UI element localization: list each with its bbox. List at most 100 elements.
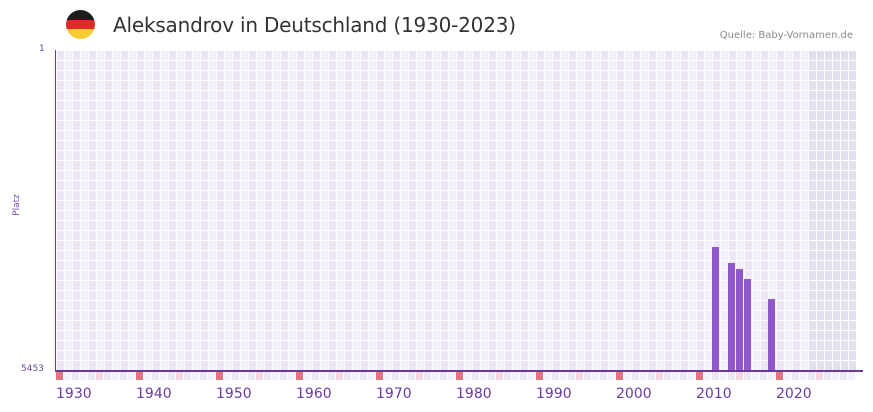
grid-cell: [625, 161, 632, 170]
grid-cell: [305, 361, 312, 370]
grid-cell: [225, 191, 232, 200]
grid-cell: [609, 51, 616, 60]
grid-cell: [185, 71, 192, 80]
bar-2014[interactable]: [728, 263, 735, 370]
grid-cell: [777, 201, 784, 210]
grid-cell: [257, 61, 264, 70]
grid-cell: [97, 181, 104, 190]
grid-cell: [401, 191, 408, 200]
grid-cell: [713, 71, 720, 80]
grid-cell: [89, 201, 96, 210]
grid-cell: [65, 261, 72, 270]
grid-cell: [353, 301, 360, 310]
grid-cell: [129, 211, 136, 220]
grid-cell: [217, 201, 224, 210]
grid-cell: [457, 161, 464, 170]
grid-cell: [849, 241, 856, 250]
year-marker: [568, 371, 575, 380]
grid-cell: [601, 61, 608, 70]
grid-cell: [465, 311, 472, 320]
grid-cell: [369, 271, 376, 280]
bar-2019[interactable]: [768, 298, 775, 370]
decade-marker: [616, 371, 623, 380]
grid-cell: [505, 321, 512, 330]
grid-cell: [329, 71, 336, 80]
grid-cell: [673, 131, 680, 140]
grid-cell: [753, 341, 760, 350]
grid-cell: [833, 111, 840, 120]
grid-cell: [177, 351, 184, 360]
grid-cell: [777, 311, 784, 320]
grid-cell: [833, 281, 840, 290]
bar-2016[interactable]: [744, 278, 751, 370]
grid-cell: [161, 151, 168, 160]
grid-cell: [113, 91, 120, 100]
grid-cell: [105, 311, 112, 320]
grid-cell: [753, 141, 760, 150]
grid-cell: [321, 321, 328, 330]
grid-cell: [585, 51, 592, 60]
grid-cell: [513, 191, 520, 200]
grid-cell: [241, 211, 248, 220]
bar-2015[interactable]: [736, 268, 743, 370]
grid-cell: [377, 291, 384, 300]
grid-cell: [185, 261, 192, 270]
grid-cell: [809, 321, 816, 330]
grid-cell: [705, 321, 712, 330]
grid-cell: [209, 281, 216, 290]
grid-cell: [241, 261, 248, 270]
grid-cell: [489, 331, 496, 340]
grid-cell: [489, 91, 496, 100]
grid-cell: [145, 51, 152, 60]
grid-cell: [145, 121, 152, 130]
bar-2012[interactable]: [712, 247, 719, 370]
grid-cell: [137, 211, 144, 220]
grid-cell: [809, 301, 816, 310]
grid-cell: [841, 161, 848, 170]
grid-cell: [833, 241, 840, 250]
grid-cell: [345, 81, 352, 90]
grid-cell: [289, 351, 296, 360]
grid-cell: [225, 361, 232, 370]
grid-cell: [841, 121, 848, 130]
grid-cell: [649, 131, 656, 140]
grid-cell: [705, 251, 712, 260]
grid-cell: [193, 201, 200, 210]
grid-cell: [697, 221, 704, 230]
grid-cell: [561, 161, 568, 170]
grid-cell: [465, 121, 472, 130]
grid-cell: [505, 131, 512, 140]
grid-cell: [649, 251, 656, 260]
grid-cell: [281, 191, 288, 200]
grid-cell: [777, 331, 784, 340]
grid-cell: [249, 321, 256, 330]
grid-cell: [729, 211, 736, 220]
grid-cell: [257, 281, 264, 290]
grid-cell: [609, 101, 616, 110]
grid-cell: [209, 301, 216, 310]
grid-cell: [649, 261, 656, 270]
grid-cell: [801, 161, 808, 170]
grid-cell: [817, 351, 824, 360]
grid-cell: [153, 211, 160, 220]
grid-cell: [697, 231, 704, 240]
grid-cell: [849, 91, 856, 100]
grid-cell: [385, 171, 392, 180]
grid-cell: [57, 301, 64, 310]
grid-cell: [273, 241, 280, 250]
grid-cell: [561, 181, 568, 190]
year-marker: [768, 371, 775, 380]
grid-cell: [457, 311, 464, 320]
grid-cell: [569, 251, 576, 260]
grid-cell: [361, 91, 368, 100]
grid-cell: [393, 351, 400, 360]
grid-cell: [113, 201, 120, 210]
grid-cell: [601, 181, 608, 190]
grid-cell: [625, 361, 632, 370]
grid-cell: [833, 151, 840, 160]
grid-cell: [81, 241, 88, 250]
grid-cell: [73, 81, 80, 90]
grid-cell: [481, 201, 488, 210]
grid-cell: [273, 291, 280, 300]
grid-cell: [225, 61, 232, 70]
